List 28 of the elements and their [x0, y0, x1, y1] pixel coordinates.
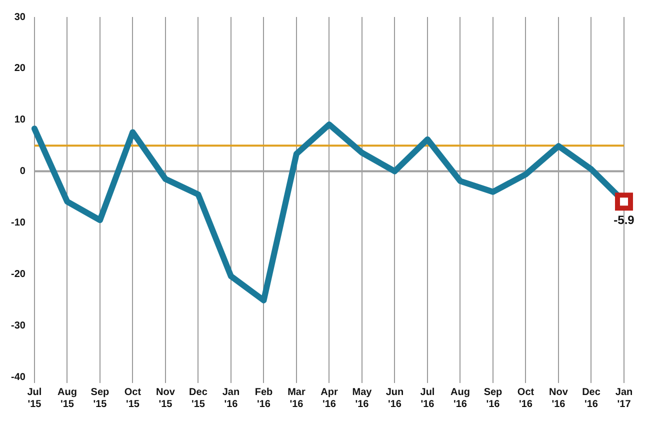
y-tick-label: 10: [14, 114, 26, 126]
x-tick-label: Aug '16: [450, 386, 470, 410]
x-tick-label: Sep '16: [484, 386, 502, 410]
annotation: -5.9: [614, 212, 635, 227]
y-tick-label: 20: [14, 63, 26, 74]
y-tick-label: -10: [11, 217, 26, 228]
x-tick-label: Oct '16: [517, 386, 535, 410]
x-tick-label: Nov '16: [549, 386, 568, 410]
y-tick-label: 30: [14, 12, 26, 23]
x-tick-label: Feb '16: [254, 386, 273, 410]
x-tick-label: Mar '16: [288, 386, 306, 410]
x-tick-label: May '16: [352, 386, 372, 410]
x-tick-label: Aug '15: [57, 386, 77, 410]
x-tick-label: Oct '15: [124, 386, 142, 410]
x-tick-label: Nov '15: [156, 386, 176, 410]
x-tick-label: Jul '16: [420, 386, 435, 410]
y-tick-label: -40: [11, 372, 26, 383]
x-tick-label: Apr '16: [320, 386, 338, 410]
x-tick-label: Jan '16: [222, 386, 240, 410]
y-tick-label: -30: [11, 320, 26, 332]
x-tick-label: Jul '15: [27, 386, 42, 410]
x-tick-label: Dec '15: [189, 386, 208, 410]
x-tick-label: Dec '16: [582, 386, 601, 410]
x-tick-label: Sep '15: [90, 386, 110, 410]
x-tick-label: Jun '16: [386, 386, 404, 410]
y-tick-label: -20: [11, 268, 26, 280]
y-tick-label: 0: [20, 166, 26, 178]
x-tick-label: Jan '17: [615, 386, 633, 410]
